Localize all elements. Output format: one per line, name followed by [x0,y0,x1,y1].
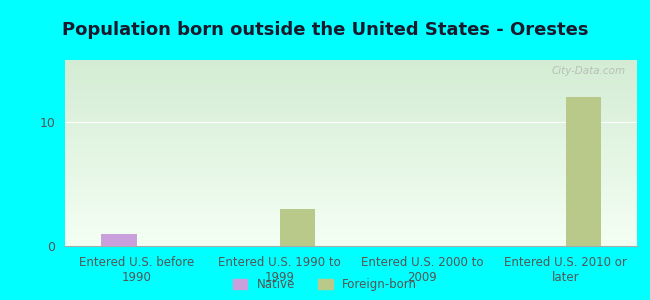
Text: City-Data.com: City-Data.com [551,66,625,76]
Legend: Native, Foreign-born: Native, Foreign-born [233,278,417,291]
Text: Population born outside the United States - Orestes: Population born outside the United State… [62,21,588,39]
Bar [280,209,315,246]
Bar [566,97,601,246]
Bar [101,234,136,246]
